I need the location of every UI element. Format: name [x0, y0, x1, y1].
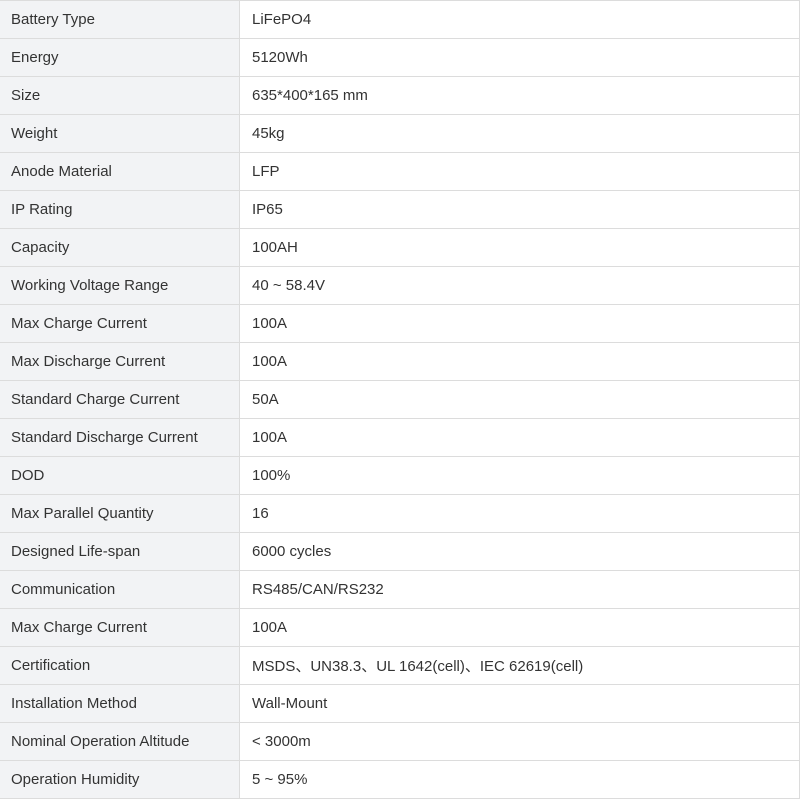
spec-value: 5 ~ 95% [239, 760, 800, 799]
spec-value: 45kg [239, 114, 800, 153]
spec-value: 6000 cycles [239, 532, 800, 571]
table-row: IP Rating IP65 [0, 190, 800, 229]
spec-value: 100A [239, 342, 800, 381]
table-row: Standard Charge Current 50A [0, 380, 800, 419]
spec-value: Wall-Mount [239, 684, 800, 723]
spec-value: 16 [239, 494, 800, 533]
spec-value: 635*400*165 mm [239, 76, 800, 115]
spec-label: IP Rating [0, 190, 240, 229]
table-row: Designed Life-span 6000 cycles [0, 532, 800, 571]
spec-label: Battery Type [0, 0, 240, 39]
spec-value: 100AH [239, 228, 800, 267]
spec-label: Standard Discharge Current [0, 418, 240, 457]
table-row: Battery Type LiFePO4 [0, 0, 800, 39]
spec-label: Energy [0, 38, 240, 77]
spec-value: MSDS、UN38.3、UL 1642(cell)、IEC 62619(cell… [239, 646, 800, 685]
table-row: Max Parallel Quantity 16 [0, 494, 800, 533]
table-row: Working Voltage Range 40 ~ 58.4V [0, 266, 800, 305]
table-row: Max Discharge Current 100A [0, 342, 800, 381]
spec-label: Operation Humidity [0, 760, 240, 799]
spec-label: Installation Method [0, 684, 240, 723]
spec-value: < 3000m [239, 722, 800, 761]
table-row: Weight 45kg [0, 114, 800, 153]
spec-value: LFP [239, 152, 800, 191]
table-row: Communication RS485/CAN/RS232 [0, 570, 800, 609]
table-row: Energy 5120Wh [0, 38, 800, 77]
spec-value: 40 ~ 58.4V [239, 266, 800, 305]
spec-value: 100A [239, 608, 800, 647]
spec-label: Nominal Operation Altitude [0, 722, 240, 761]
table-row: Max Charge Current 100A [0, 304, 800, 343]
spec-value: 100A [239, 304, 800, 343]
spec-label: Weight [0, 114, 240, 153]
table-row: DOD 100% [0, 456, 800, 495]
spec-label: Max Discharge Current [0, 342, 240, 381]
spec-label: Working Voltage Range [0, 266, 240, 305]
spec-label: Max Charge Current [0, 304, 240, 343]
table-row: Capacity 100AH [0, 228, 800, 267]
spec-label: Standard Charge Current [0, 380, 240, 419]
spec-label: Designed Life-span [0, 532, 240, 571]
table-row: Operation Humidity 5 ~ 95% [0, 760, 800, 799]
spec-value: 5120Wh [239, 38, 800, 77]
spec-label: Anode Material [0, 152, 240, 191]
table-row: Anode Material LFP [0, 152, 800, 191]
spec-label: Certification [0, 646, 240, 685]
spec-value: 100A [239, 418, 800, 457]
spec-label: Communication [0, 570, 240, 609]
spec-value: IP65 [239, 190, 800, 229]
spec-label: Max Parallel Quantity [0, 494, 240, 533]
spec-label: Max Charge Current [0, 608, 240, 647]
spec-label: Capacity [0, 228, 240, 267]
table-row: Certification MSDS、UN38.3、UL 1642(cell)、I… [0, 646, 800, 685]
table-row: Max Charge Current 100A [0, 608, 800, 647]
table-row: Nominal Operation Altitude < 3000m [0, 722, 800, 761]
spec-value: LiFePO4 [239, 0, 800, 39]
spec-label: Size [0, 76, 240, 115]
table-row: Installation Method Wall-Mount [0, 684, 800, 723]
spec-value: 50A [239, 380, 800, 419]
spec-label: DOD [0, 456, 240, 495]
spec-value: RS485/CAN/RS232 [239, 570, 800, 609]
table-row: Size 635*400*165 mm [0, 76, 800, 115]
spec-value: 100% [239, 456, 800, 495]
table-row: Standard Discharge Current 100A [0, 418, 800, 457]
